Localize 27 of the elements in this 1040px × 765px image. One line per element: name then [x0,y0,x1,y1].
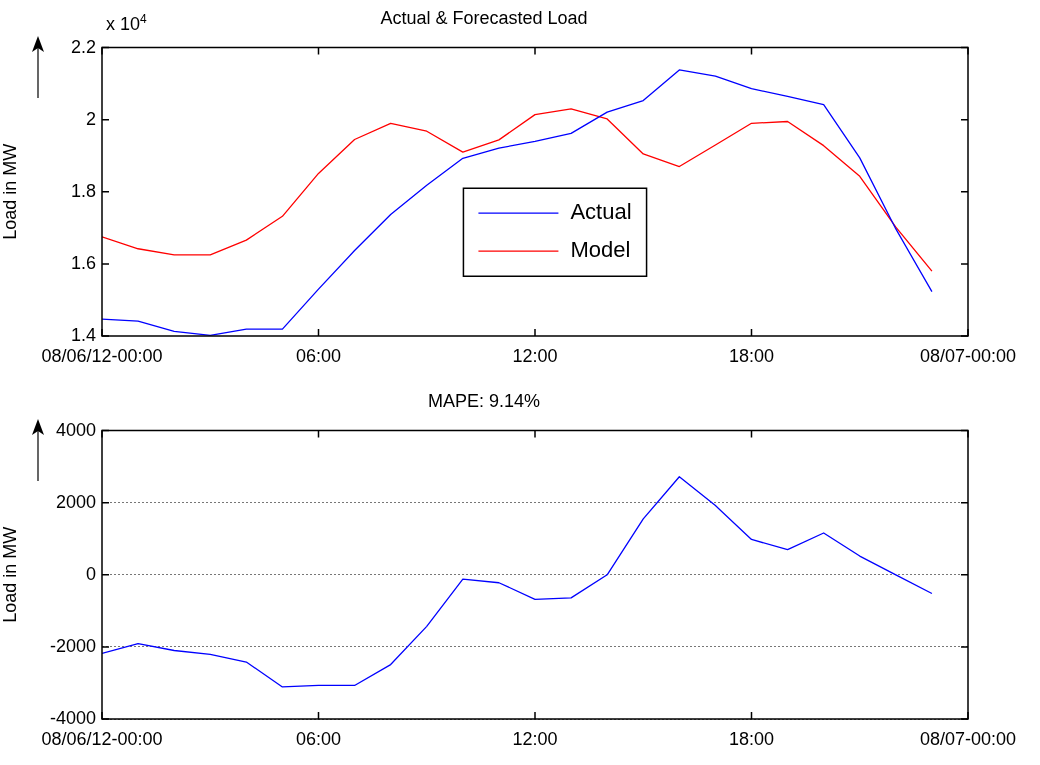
y-tick-label: 4000 [55,419,96,440]
y-tick-label: -4000 [49,707,96,728]
y-tick-label: 1.6 [70,252,96,273]
text: x 10$^{4}$ [106,12,147,35]
x-tick-label: 08/06/12-00:00 [41,728,163,749]
x-tick-label: 06:00 [295,728,342,749]
y-tick-label: 2.2 [70,36,96,57]
x-tick-label: 06:00 [295,345,342,366]
y-tick-label: -2000 [49,635,96,656]
y-tick-label: 2000 [55,491,96,512]
x-tick-label: 08/07-00:00 [919,728,1017,749]
y-axis-title: Load in MW [0,143,20,240]
legend-label: Actual [570,199,632,225]
chart-title: MAPE: 9.14% [427,390,541,411]
x-tick-label: 08/07-00:00 [919,345,1017,366]
x-tick-label: 12:00 [512,345,558,366]
x-tick-label: 18:00 [728,345,775,366]
chart-title: Actual & Forecasted Load [380,7,588,28]
y-tick-label: 1.4 [70,324,96,345]
y-tick-label: 1.8 [70,180,96,201]
x-tick-label: 18:00 [728,728,775,749]
y-tick-label: 2 [85,108,96,129]
y-axis-title: Load in MW [0,526,20,623]
x-tick-label: 08/06/12-00:00 [41,345,163,366]
legend-label: Model [570,237,631,263]
x-tick-label: 12:00 [512,728,558,749]
y-tick-label: 0 [85,563,96,584]
